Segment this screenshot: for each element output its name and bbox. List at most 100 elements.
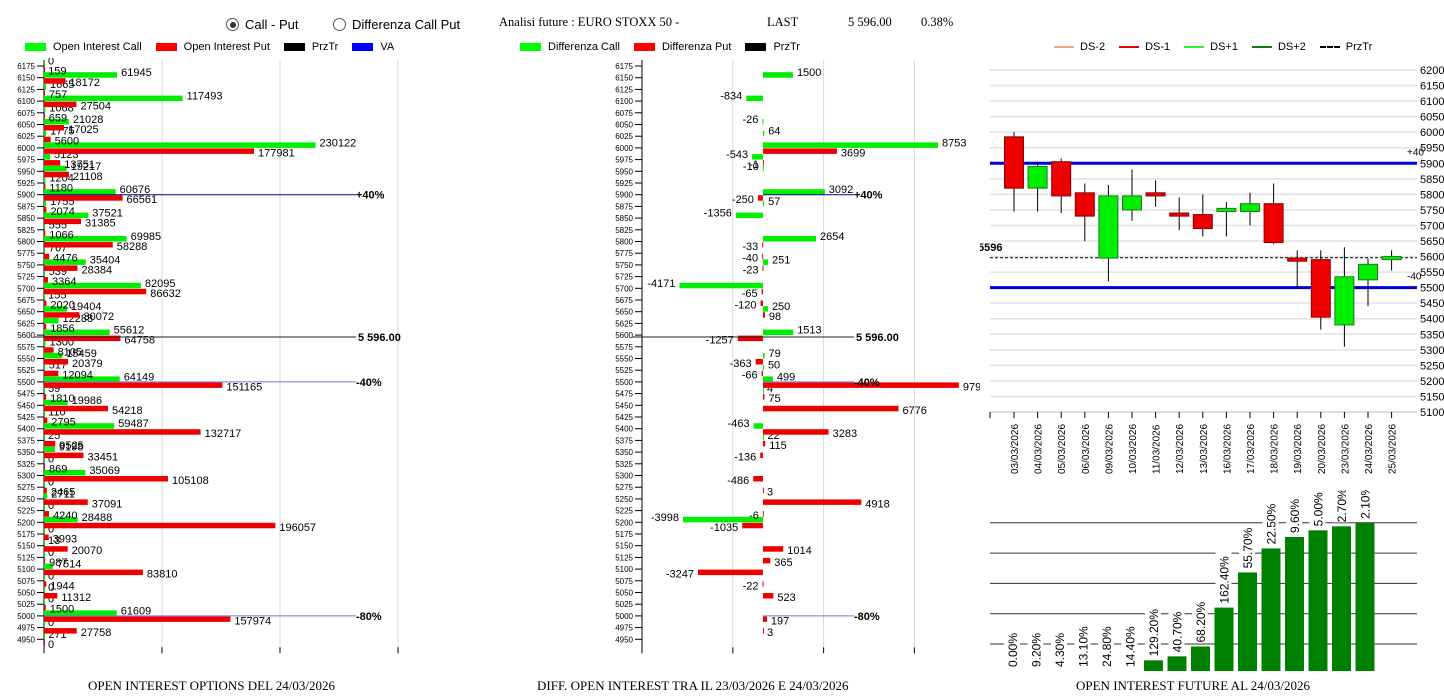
bar-value-label: 3 xyxy=(767,627,773,639)
y-tick-label: 5050 xyxy=(17,589,35,598)
bar-put xyxy=(762,557,771,564)
va-label: -40 xyxy=(1407,272,1422,283)
bar-value-label: -22 xyxy=(743,580,759,592)
x-tick-label: 11/03/2026 xyxy=(1152,424,1163,474)
bar-value-label: 3092 xyxy=(829,184,853,196)
bar-call xyxy=(44,376,120,382)
y-tick-label: 5325 xyxy=(17,460,35,469)
bar-value-label: 83810 xyxy=(147,569,178,581)
future-open-interest-chart: 0.00% 9.20% 4.30% 13.10% 24.80% 14.40% 129.20%… xyxy=(990,490,1417,671)
bar-put xyxy=(44,487,47,494)
bar-value-label: 1066 xyxy=(49,229,73,241)
bar-value-label: 177981 xyxy=(258,147,295,159)
bar-value-label: 105108 xyxy=(172,475,209,487)
radio-differenza[interactable]: Differenza Call Put xyxy=(333,17,460,32)
bar-put xyxy=(762,405,899,412)
radio-call-put[interactable]: Call - Put xyxy=(226,17,298,32)
y-tick-label: 5500 xyxy=(17,378,35,387)
bar-value-label: 132717 xyxy=(205,428,242,440)
bar-put xyxy=(44,160,61,166)
bar-call xyxy=(762,200,765,207)
y-tick-label: 5350 xyxy=(1420,329,1444,341)
bar-value-label: 15459 xyxy=(66,348,97,360)
bar-data-label: 4.30% xyxy=(1053,633,1067,667)
bar-value-label: 64149 xyxy=(124,371,155,383)
legend-swatch xyxy=(745,43,767,51)
legend-line xyxy=(1184,46,1205,48)
bar-call xyxy=(44,165,67,172)
bar-put xyxy=(44,593,58,599)
bar-put xyxy=(44,499,88,505)
bar-label-bg xyxy=(1239,524,1255,569)
bar-call xyxy=(44,282,141,289)
bar-call xyxy=(44,446,55,453)
legend-label: PrzTr xyxy=(311,41,339,53)
bar-put xyxy=(762,616,767,622)
bar-call xyxy=(44,95,183,102)
bar-put xyxy=(44,323,47,330)
bar-value-label: 159 xyxy=(48,66,66,78)
bar-call xyxy=(762,165,764,172)
legend-item-diff-call: Differenza Call xyxy=(520,41,620,53)
y-tick-label: 5275 xyxy=(17,483,35,492)
bar-put xyxy=(44,405,108,412)
va-label: -80% xyxy=(854,611,880,623)
y-tick-label: 5975 xyxy=(615,156,633,165)
y-tick-label: 5375 xyxy=(17,436,35,445)
bar-put xyxy=(762,242,764,248)
bar-data-label: 24.80% xyxy=(1100,626,1114,667)
bar-value-label: 9525 xyxy=(59,440,83,452)
bar-value-label: 117493 xyxy=(187,91,223,103)
bar-value-label: 79 xyxy=(769,348,781,360)
bar-put xyxy=(44,347,54,353)
bar-value-label: 28488 xyxy=(82,512,113,524)
y-tick-label: 5200 xyxy=(17,518,35,527)
candle-body xyxy=(1074,192,1095,217)
bar-value-label: -463 xyxy=(728,418,750,430)
legend-label: PrzTr xyxy=(773,41,800,53)
bar-put xyxy=(44,557,46,564)
bar-call xyxy=(762,364,764,371)
y-tick-label: 5325 xyxy=(615,460,633,469)
bar-put xyxy=(762,499,862,505)
bar-call xyxy=(44,341,46,347)
last-label: LAST xyxy=(767,15,799,29)
y-tick-label: 5150 xyxy=(17,542,35,551)
bar-data-label: 2.10% xyxy=(1359,490,1373,519)
bar-put xyxy=(762,429,829,435)
bar xyxy=(1238,572,1257,671)
bar-value-label: -363 xyxy=(730,358,752,370)
bar-value-label: -33 xyxy=(742,241,758,253)
bar-value-label: 55612 xyxy=(114,325,145,337)
bar-put xyxy=(762,581,764,587)
y-tick-label: 5575 xyxy=(17,343,35,352)
bar-label-bg xyxy=(1168,607,1185,653)
y-tick-label: 5550 xyxy=(17,355,35,364)
bar-value-label: -3998 xyxy=(651,512,679,524)
bar-value-label: 0 xyxy=(48,547,54,559)
bar-value-label: 58288 xyxy=(117,241,148,253)
y-tick-label: 5950 xyxy=(1420,143,1444,155)
legend-item-ds+1: DS+1 xyxy=(1184,41,1238,53)
bar xyxy=(1261,548,1281,671)
x-tick-label: 03/03/2026 xyxy=(1010,424,1021,474)
bar-put xyxy=(44,113,45,119)
legend-label: DS+1 xyxy=(1210,41,1238,53)
bar-data-label: 5.00% xyxy=(1312,492,1326,526)
bar-put xyxy=(44,464,46,470)
candle-body xyxy=(1216,207,1237,212)
bar-value-label: 4240 xyxy=(53,510,77,522)
y-tick-label: 5675 xyxy=(17,296,35,305)
bar-call xyxy=(44,154,51,160)
candle-body xyxy=(1051,161,1072,197)
candle-body xyxy=(1169,212,1190,217)
candle-body xyxy=(1027,165,1048,189)
prztr-label: 5 596.00 xyxy=(358,332,401,344)
bar-put xyxy=(761,288,763,295)
y-tick-label: 6100 xyxy=(17,97,35,106)
bar-label-bg xyxy=(1262,500,1279,545)
y-tick-label: 5400 xyxy=(17,425,35,434)
x-tick-label: 20/03/2026 xyxy=(1317,424,1328,474)
y-tick-label: 5075 xyxy=(615,577,633,586)
y-tick-label: 6150 xyxy=(1420,81,1444,93)
